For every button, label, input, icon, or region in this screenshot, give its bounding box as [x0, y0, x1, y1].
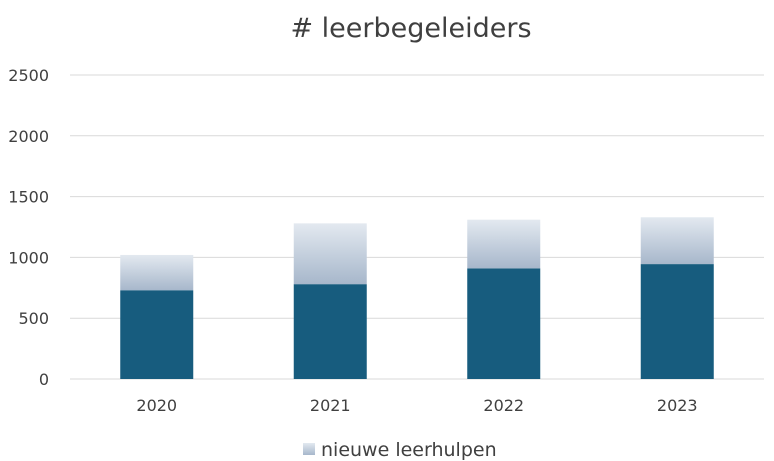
bar-base	[120, 290, 194, 379]
bars	[120, 217, 714, 379]
y-tick-label: 2000	[8, 127, 49, 146]
legend-swatch	[303, 443, 315, 455]
bar-new-leerhulpen	[293, 223, 367, 285]
chart-title: # leerbegeleiders	[290, 13, 531, 44]
legend: nieuwe leerhulpen	[303, 439, 497, 461]
y-tick-label: 0	[39, 370, 49, 389]
x-tick-label: 2020	[136, 396, 177, 415]
y-tick-label: 500	[18, 309, 49, 328]
bar-base	[640, 264, 714, 379]
y-axis-ticks: 0 500 1000 1500 2000 2500	[8, 66, 49, 389]
bar-base	[293, 284, 367, 379]
x-tick-label: 2023	[657, 396, 698, 415]
y-tick-label: 1000	[8, 248, 49, 267]
bar-new-leerhulpen	[640, 217, 714, 265]
y-tick-label: 2500	[8, 66, 49, 85]
x-tick-label: 2022	[483, 396, 524, 415]
x-axis-ticks: 2020 2021 2022 2023	[136, 396, 697, 415]
legend-label: nieuwe leerhulpen	[321, 439, 497, 461]
y-tick-label: 1500	[8, 188, 49, 207]
bar-new-leerhulpen	[467, 219, 541, 269]
x-tick-label: 2021	[310, 396, 351, 415]
bar-base	[467, 268, 541, 379]
bar-new-leerhulpen	[120, 254, 194, 291]
